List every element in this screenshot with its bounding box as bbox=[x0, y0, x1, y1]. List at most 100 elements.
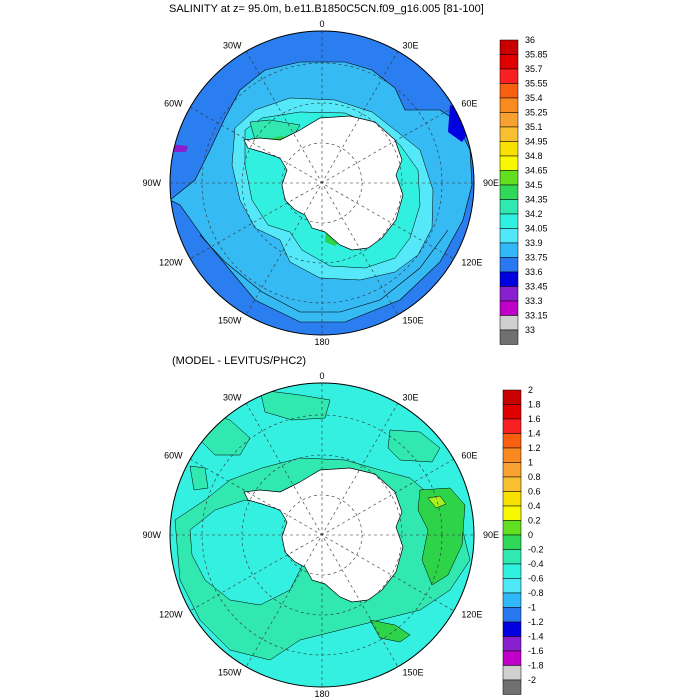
colorbar-swatch bbox=[502, 418, 522, 434]
antarctica bbox=[243, 115, 404, 251]
colorbar-swatch bbox=[499, 83, 519, 99]
longitude-label: 180 bbox=[314, 337, 329, 347]
colorbar-label: -2 bbox=[528, 675, 536, 685]
colorbar-swatch bbox=[502, 650, 522, 666]
colorbar-swatch bbox=[499, 300, 519, 316]
colorbar-swatch bbox=[502, 578, 522, 594]
longitude-label: 0 bbox=[319, 19, 324, 29]
colorbar-swatch bbox=[499, 199, 519, 215]
colorbar-label: 35.55 bbox=[525, 79, 548, 89]
colorbar-swatch bbox=[499, 155, 519, 171]
colorbar-swatch bbox=[499, 97, 519, 113]
longitude-label: 150W bbox=[218, 316, 242, 326]
difference-patch-west bbox=[189, 465, 209, 491]
salinity-map: 0 30E 60E 90E 120E 150E 180 150W 120W 90W 60W 30W bbox=[142, 19, 499, 347]
antarctica bbox=[243, 467, 404, 603]
colorbar-swatch bbox=[502, 665, 522, 681]
difference-colorbar: 2 1.8 1.6 1.4 1.2 1 0.8 0.6 0.4 0.2 0 -0.2 -0.4 -0.6 -… bbox=[502, 385, 544, 695]
salinity-patch-33.75 bbox=[448, 105, 470, 142]
colorbar-label: 33.6 bbox=[525, 267, 543, 277]
colorbar-swatch bbox=[502, 621, 522, 637]
colorbar-swatch bbox=[499, 286, 519, 302]
colorbar-swatch bbox=[502, 679, 522, 695]
colorbar-label: 33.45 bbox=[525, 282, 548, 292]
salinity-colorbar: 36 35.85 35.7 35.55 35.4 35.25 35.1 34.95 34.8 34… bbox=[499, 35, 548, 345]
longitude-label: 120W bbox=[159, 610, 183, 620]
colorbar-swatch bbox=[502, 462, 522, 478]
colorbar-label: -0.4 bbox=[528, 559, 544, 569]
colorbar-swatch bbox=[499, 170, 519, 186]
colorbar-label: 0.8 bbox=[528, 472, 541, 482]
salinity-contour bbox=[199, 229, 449, 313]
colorbar-label: 33 bbox=[525, 325, 535, 335]
longitude-label: 120W bbox=[159, 258, 183, 268]
difference-map: 0 30E 60E 90E 120E 150E 180 150W 120W 90W 60W 30W bbox=[142, 371, 499, 699]
colorbar-swatch bbox=[502, 447, 522, 463]
colorbar-swatch bbox=[499, 315, 519, 331]
graticule bbox=[170, 383, 474, 687]
longitude-labels: 0 30E 60E 90E 120E 150E 180 150W 120W 90W 60W 30W bbox=[142, 371, 499, 699]
colorbar-swatch bbox=[502, 404, 522, 420]
map-border bbox=[169, 30, 475, 336]
colorbar-swatch bbox=[502, 563, 522, 579]
longitude-label: 120E bbox=[461, 258, 482, 268]
longitude-label: 150E bbox=[403, 668, 424, 678]
colorbar-swatch bbox=[499, 257, 519, 273]
colorbar-label: 34.95 bbox=[525, 137, 548, 147]
longitude-label: 30W bbox=[223, 392, 242, 402]
colorbar-label: 1 bbox=[528, 458, 533, 468]
colorbar-label: 36 bbox=[525, 35, 535, 45]
longitude-label: 150W bbox=[218, 668, 242, 678]
colorbar-label: 1.4 bbox=[528, 429, 541, 439]
panel2-title: (MODEL - LEVITUS/PHC2) bbox=[172, 355, 307, 367]
colorbar-swatch bbox=[499, 184, 519, 200]
longitude-label: 90W bbox=[142, 530, 161, 540]
colorbar-swatch bbox=[499, 141, 519, 157]
colorbar-label: 1.2 bbox=[528, 443, 541, 453]
colorbar-swatch bbox=[502, 534, 522, 550]
colorbar-label: 33.15 bbox=[525, 311, 548, 321]
colorbar-label: 34.05 bbox=[525, 224, 548, 234]
longitude-label: 90E bbox=[483, 178, 499, 188]
colorbar-label: 2 bbox=[528, 385, 533, 395]
colorbar-label: 0.2 bbox=[528, 516, 541, 526]
longitude-label: 120E bbox=[461, 610, 482, 620]
colorbar-label: 0.4 bbox=[528, 501, 541, 511]
colorbar-swatch bbox=[499, 213, 519, 229]
colorbar-swatch bbox=[499, 242, 519, 258]
colorbar-label: 35.85 bbox=[525, 50, 548, 60]
longitude-label: 60E bbox=[461, 99, 477, 109]
colorbar-label: -0.6 bbox=[528, 574, 544, 584]
longitude-label: 30E bbox=[403, 392, 419, 402]
longitude-label: 90W bbox=[142, 178, 161, 188]
colorbar-label: 34.8 bbox=[525, 151, 543, 161]
difference-band-minus-0.2 bbox=[189, 499, 306, 606]
longitude-label: 30E bbox=[403, 40, 419, 50]
longitude-label: 30W bbox=[223, 40, 242, 50]
colorbar-swatch bbox=[502, 592, 522, 608]
colorbar-label: 34.35 bbox=[525, 195, 548, 205]
colorbar-label: 33.3 bbox=[525, 296, 543, 306]
colorbar-swatch bbox=[499, 228, 519, 244]
colorbar-swatch bbox=[499, 54, 519, 70]
difference-patch-0-b bbox=[259, 389, 331, 421]
colorbar-label: 33.75 bbox=[525, 253, 548, 263]
colorbar-label: -0.2 bbox=[528, 545, 544, 555]
difference-patch-0-c bbox=[387, 429, 441, 463]
colorbar-swatch bbox=[502, 520, 522, 536]
longitude-label: 150E bbox=[403, 316, 424, 326]
colorbar-swatch bbox=[499, 112, 519, 128]
colorbar-label: 34.2 bbox=[525, 209, 543, 219]
colorbar-label: 34.5 bbox=[525, 180, 543, 190]
colorbar-swatch bbox=[502, 607, 522, 623]
longitude-labels: 0 30E 60E 90E 120E 150E 180 150W 120W 90W 60W 30W bbox=[142, 19, 499, 347]
panel1-title: SALINITY at z= 95.0m, b.e11.B1850C5CN.f0… bbox=[169, 3, 484, 15]
colorbar-label: -1 bbox=[528, 603, 536, 613]
colorbar-label: 35.25 bbox=[525, 108, 548, 118]
colorbar-label: -1.4 bbox=[528, 632, 544, 642]
colorbar-label: 35.7 bbox=[525, 64, 543, 74]
colorbar-swatch bbox=[499, 39, 519, 55]
colorbar-swatch bbox=[502, 636, 522, 652]
colorbar-label: -0.8 bbox=[528, 588, 544, 598]
